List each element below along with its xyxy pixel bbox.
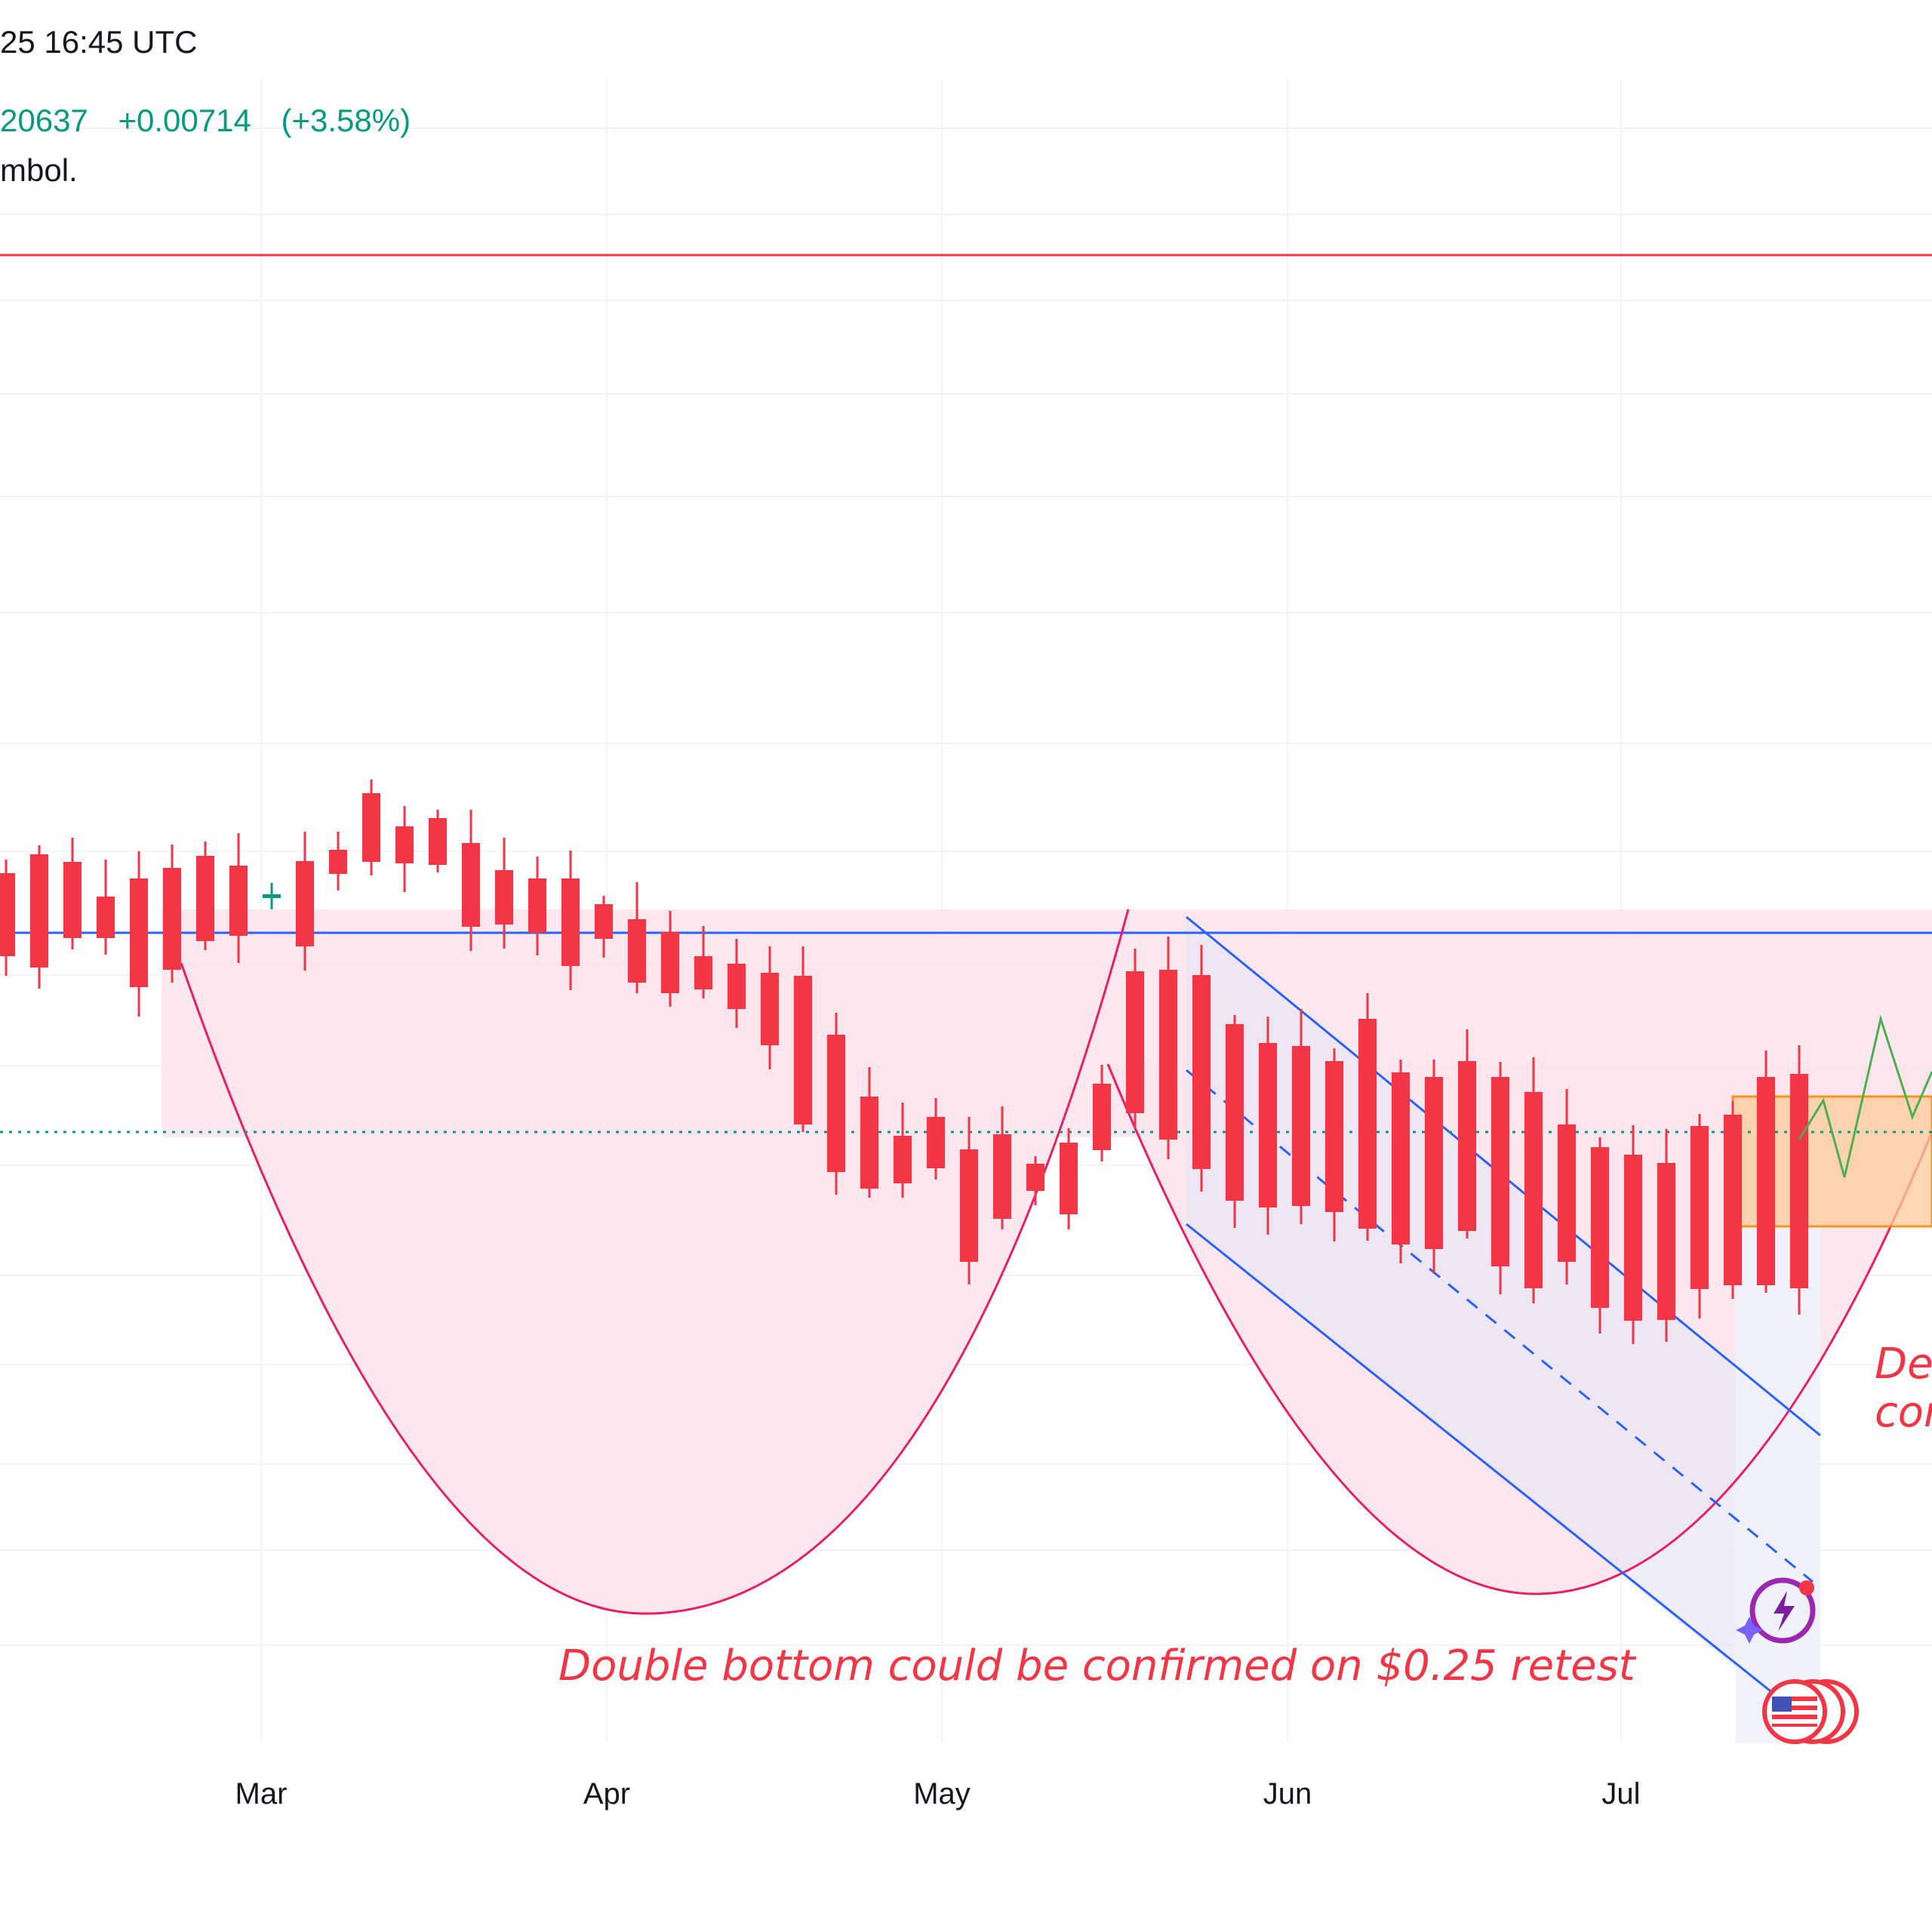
candle-body <box>893 1136 912 1183</box>
double-bottom-annotation: Double bottom could be confirmed on $0.2… <box>558 1641 1637 1690</box>
candle-body <box>1657 1163 1676 1320</box>
tick-label-apr: Apr <box>583 1777 630 1810</box>
candle-body <box>1258 1043 1278 1208</box>
candle-body <box>328 850 348 874</box>
tick-label-may: May <box>913 1777 971 1810</box>
candle-body <box>1358 1019 1377 1229</box>
header-timestamp: 25 16:45 UTC <box>0 24 198 60</box>
left-cup-fill <box>181 909 1128 1614</box>
candle-body <box>1789 1074 1809 1288</box>
header-note: mbol. <box>0 152 78 188</box>
candle-body <box>461 843 481 927</box>
candle-body <box>1557 1124 1577 1262</box>
candle-body <box>195 856 215 941</box>
candle-body <box>561 878 580 966</box>
candle-body <box>760 973 780 1045</box>
us-flag-stack-icon[interactable] <box>1762 1679 1859 1744</box>
candle-body <box>1192 975 1211 1169</box>
candle-body <box>1125 971 1145 1113</box>
candle-body <box>1756 1077 1776 1285</box>
candle-body <box>1590 1147 1610 1308</box>
candle-body <box>1158 970 1178 1140</box>
candle-body <box>262 894 281 898</box>
candle-body <box>826 1035 846 1172</box>
projection-fill <box>1736 1223 1820 1743</box>
candle-body <box>1291 1046 1311 1206</box>
candle-body <box>926 1117 946 1168</box>
candle-body <box>860 1097 879 1189</box>
right-annotation-line1: Des <box>1875 1340 1932 1389</box>
candle-body <box>793 976 813 1124</box>
candle-body <box>0 873 16 956</box>
candle-body <box>1059 1143 1078 1214</box>
header-change: +0.00714 <box>118 103 251 138</box>
tick-label-jul: Jul <box>1601 1777 1640 1810</box>
candle-body <box>1092 1084 1112 1150</box>
candle-body <box>395 826 414 863</box>
x-axis: Mar Apr May Jun Jul <box>235 1777 1641 1810</box>
candle-body <box>29 854 49 968</box>
sparkle-lightning-icon[interactable] <box>1736 1577 1816 1644</box>
candle-body <box>1026 1164 1045 1191</box>
candle-body <box>129 878 149 987</box>
header-change-pct: (+3.58%) <box>281 103 411 138</box>
channel-lower-line <box>1186 1223 1827 1737</box>
candle-body <box>428 818 448 865</box>
candle-body <box>1424 1077 1444 1249</box>
candle-body <box>494 870 514 924</box>
candle-body <box>63 862 82 938</box>
candle-body <box>229 866 248 936</box>
tick-label-mar: Mar <box>235 1777 288 1810</box>
candle-body <box>694 956 713 989</box>
candle-body <box>295 861 315 946</box>
candle-body <box>162 868 182 970</box>
candle-body <box>594 904 614 939</box>
candle-body <box>992 1134 1012 1219</box>
channel-fill <box>1186 917 1820 1736</box>
candle-body <box>361 793 381 862</box>
candle-body <box>96 897 115 938</box>
left-cup-arc <box>180 909 1130 1615</box>
candle-body <box>627 919 647 983</box>
header-price: 20637 <box>0 103 88 138</box>
candle-body <box>528 878 547 933</box>
candle-body <box>1457 1061 1477 1231</box>
candle-body <box>1491 1077 1510 1266</box>
header-price-line: 20637 +0.00714 (+3.58%) <box>0 103 432 139</box>
candles <box>0 780 1809 1344</box>
candle-body <box>660 932 680 993</box>
candle-body <box>1225 1024 1244 1201</box>
candle-body <box>1623 1155 1643 1321</box>
candle-body <box>727 964 746 1009</box>
candle-body <box>1690 1126 1709 1289</box>
projection-path <box>1798 1014 1932 1178</box>
tick-label-jun: Jun <box>1263 1777 1312 1810</box>
candle-body <box>1723 1115 1743 1285</box>
candle-body <box>959 1149 979 1262</box>
candle-body <box>1524 1092 1543 1288</box>
right-cup-arc <box>1106 1063 1932 1595</box>
candle-body <box>1324 1061 1344 1212</box>
candle-body <box>1391 1072 1411 1244</box>
right-annotation-line2: con <box>1875 1388 1932 1437</box>
